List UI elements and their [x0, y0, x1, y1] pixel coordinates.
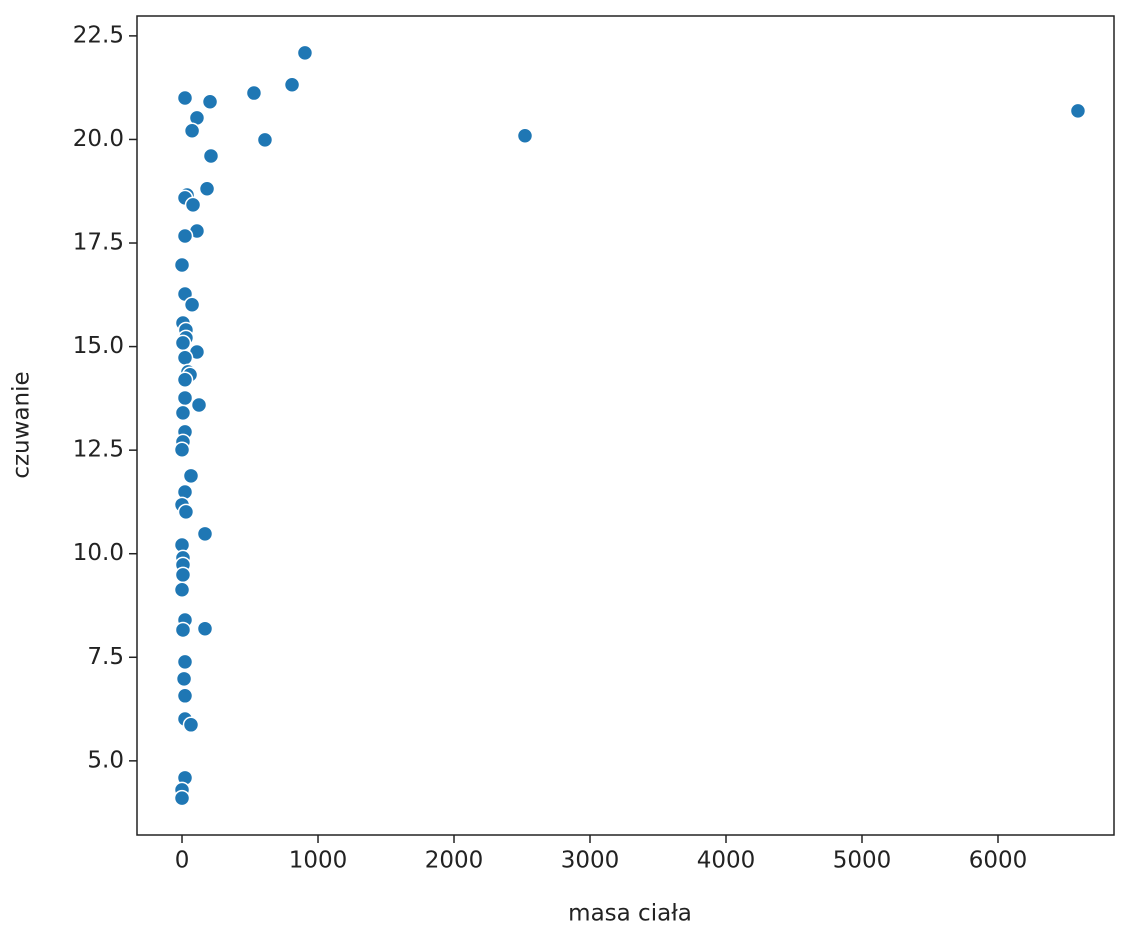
x-tick-label: 0 — [175, 848, 190, 874]
point — [1069, 102, 1087, 120]
point — [256, 131, 274, 149]
point — [173, 789, 191, 807]
y-tick-label: 20.0 — [73, 126, 124, 152]
point — [176, 653, 194, 671]
point — [174, 621, 192, 639]
plot-frame — [136, 15, 1115, 836]
point — [175, 670, 193, 688]
point — [201, 93, 219, 111]
point — [198, 180, 216, 197]
point — [296, 44, 314, 62]
point — [174, 566, 192, 584]
point — [176, 371, 194, 388]
point — [176, 389, 194, 407]
point — [173, 441, 191, 458]
point — [196, 525, 214, 543]
x-tick-label: 5000 — [833, 848, 892, 874]
point — [182, 716, 200, 734]
y-tick-label: 22.5 — [73, 22, 124, 48]
point — [245, 84, 263, 102]
point — [173, 581, 191, 599]
point — [196, 620, 214, 637]
point — [202, 147, 220, 165]
point — [283, 76, 301, 94]
y-tick-label: 15.0 — [73, 333, 124, 359]
x-tick-label: 4000 — [697, 848, 756, 874]
point — [177, 503, 195, 521]
x-tick-label: 2000 — [425, 848, 484, 874]
point — [190, 396, 208, 414]
y-tick-label: 12.5 — [73, 437, 124, 463]
x-tick-label: 1000 — [289, 848, 348, 874]
point — [174, 334, 192, 352]
point — [176, 89, 194, 107]
point — [173, 256, 191, 274]
point — [176, 227, 194, 245]
point — [182, 467, 200, 485]
point — [516, 127, 534, 144]
y-tick-label: 10.0 — [73, 540, 124, 566]
y-tick-label: 17.5 — [73, 230, 124, 256]
y-tick-label: 7.5 — [87, 644, 124, 670]
point — [183, 122, 201, 140]
point — [174, 404, 192, 422]
point — [184, 196, 202, 214]
x-tick-label: 6000 — [969, 848, 1028, 874]
point — [176, 349, 194, 367]
x-axis-label: masa ciała — [568, 901, 692, 927]
y-tick-label: 5.0 — [87, 747, 124, 773]
x-tick-label: 3000 — [561, 848, 620, 874]
point — [183, 296, 201, 313]
point — [176, 687, 194, 705]
y-axis-label: czuwanie — [9, 371, 35, 478]
